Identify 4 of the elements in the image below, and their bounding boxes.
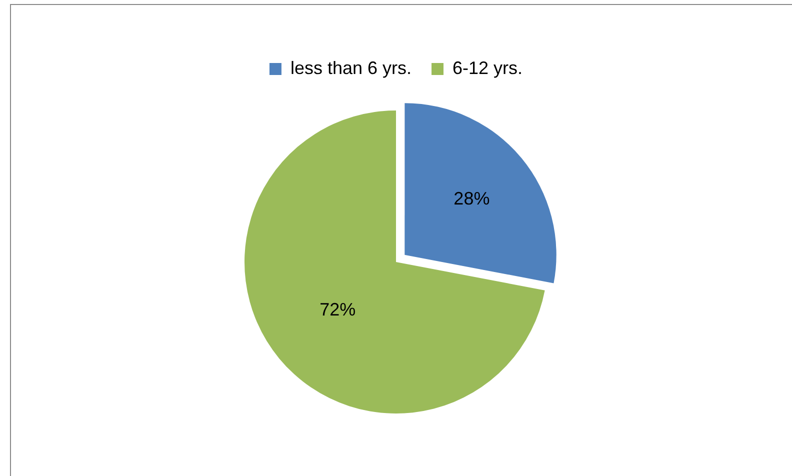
data-label: 28% [454,188,490,208]
data-label: 72% [320,299,356,320]
legend-label: 6-12 yrs. [452,58,523,78]
legend-label: less than 6 yrs. [290,58,412,78]
